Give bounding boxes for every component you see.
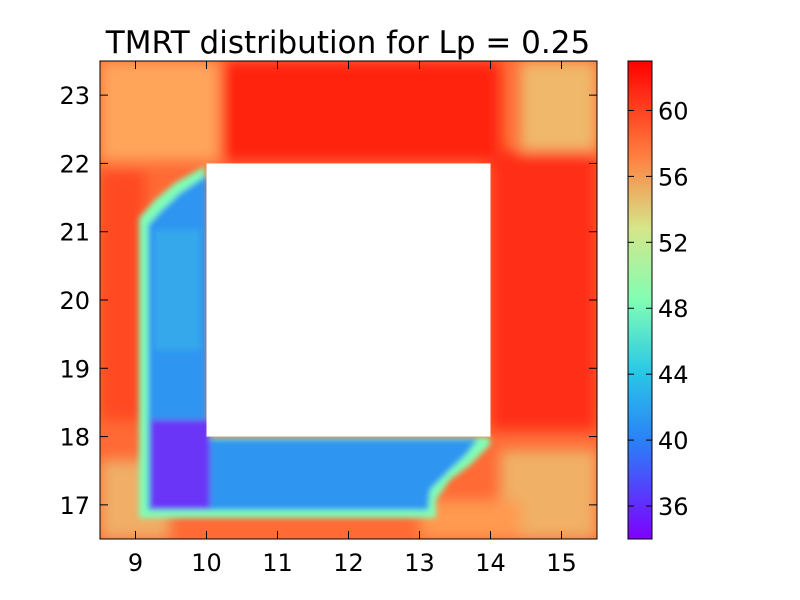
axis-ticks: 9 10 11 12 13 14 15 17 18 19 20 21 22 23 [59,61,597,577]
y-tick-label: 19 [59,355,90,383]
colorbar-tick-label: 44 [658,361,689,389]
y-tick-label: 23 [59,82,90,110]
heatmap-hotspots [100,61,597,539]
colorbar-tick-label: 52 [658,229,689,257]
colorbar-tick-label: 36 [658,493,689,521]
colorbar-tick-label: 48 [658,295,689,323]
shadow-band [139,166,490,518]
x-tick-label: 10 [191,549,222,577]
x-tick-label: 14 [475,549,506,577]
y-tick-label: 20 [59,287,90,315]
colorbar-tick-label: 56 [658,163,689,191]
colorbar-tick-label: 40 [658,427,689,455]
y-tick-label: 22 [59,150,90,178]
x-tick-label: 12 [333,549,364,577]
x-tick-label: 11 [262,549,293,577]
colorbar [627,60,653,540]
x-tick-label: 13 [404,549,435,577]
y-tick-label: 21 [59,219,90,247]
y-tick-label: 18 [59,424,90,452]
x-tick-label: 15 [546,549,577,577]
heatmap-field [100,61,597,539]
building-footprint [206,163,491,437]
colorbar-tick-label: 60 [658,97,689,125]
y-tick-label: 17 [59,492,90,520]
x-tick-label: 9 [128,549,143,577]
chart-title: TMRT distribution for Lp = 0.25 [105,25,590,61]
colorbar-ticks: 36 40 44 48 52 56 60 [628,97,689,521]
